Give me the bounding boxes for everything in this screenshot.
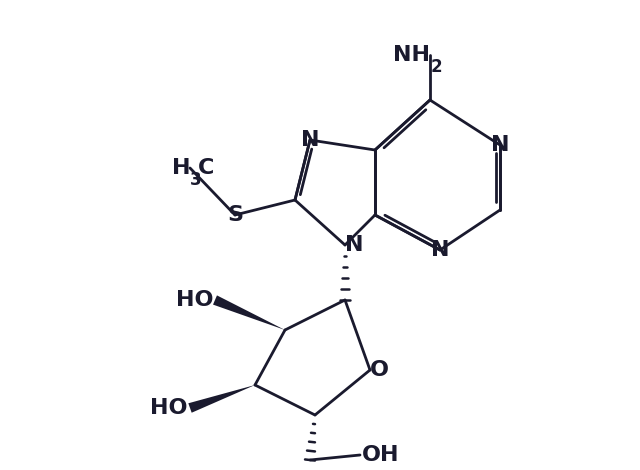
Text: S: S — [227, 205, 243, 225]
Text: N: N — [345, 235, 364, 255]
Text: H: H — [172, 158, 190, 178]
Polygon shape — [188, 385, 255, 413]
Text: NH: NH — [393, 45, 430, 65]
Text: 3: 3 — [190, 171, 202, 189]
Text: O: O — [370, 360, 389, 380]
Text: 2: 2 — [431, 58, 443, 76]
Text: HO: HO — [150, 398, 188, 418]
Text: OH: OH — [362, 445, 399, 465]
Text: N: N — [301, 130, 319, 150]
Text: N: N — [431, 240, 449, 260]
Polygon shape — [213, 296, 285, 330]
Text: C: C — [198, 158, 214, 178]
Text: HO: HO — [175, 290, 213, 310]
Text: N: N — [491, 135, 509, 155]
